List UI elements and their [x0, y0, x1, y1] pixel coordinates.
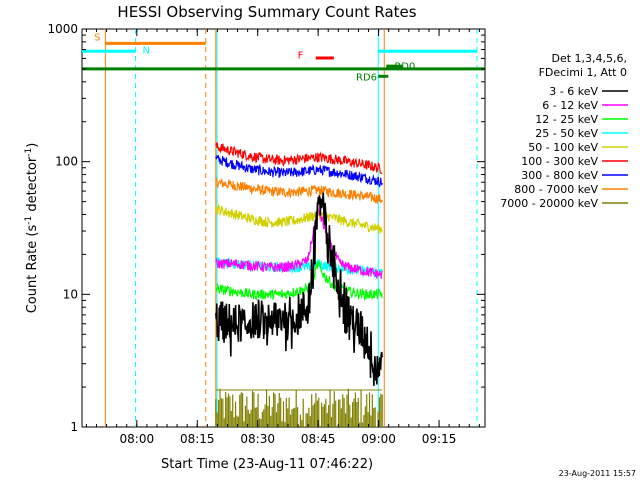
y-tick-label: 1000: [47, 22, 78, 36]
series-line-4: [215, 203, 383, 234]
legend-label-5: 100 - 300 keV: [521, 155, 598, 168]
legend: Det 1,3,4,5,6, FDecimi 1, Att 0 3 - 6 ke…: [500, 52, 628, 210]
marker-label-f: F: [298, 51, 304, 62]
series-line-5: [215, 142, 383, 174]
series-2: [215, 260, 383, 301]
marker-label-n: N: [142, 46, 149, 57]
x-tick-label: 09:00: [361, 432, 396, 446]
series-1: [215, 204, 383, 280]
legend-label-1: 6 - 12 keV: [542, 99, 598, 112]
y-tick-label: 100: [55, 155, 78, 169]
x-tick-label: 09:15: [422, 432, 457, 446]
series-line-0: [215, 192, 383, 386]
x-axis-label: Start Time (23-Aug-11 07:46:22): [161, 457, 373, 472]
series-4: [215, 203, 383, 234]
y-tick-label: 10: [63, 287, 78, 301]
series-0: [215, 192, 383, 386]
x-tick-label: 08:15: [180, 432, 215, 446]
y-axis-ticks: 1 10 100 1000: [47, 22, 485, 434]
legend-label-4: 50 - 100 keV: [528, 141, 598, 154]
vertical-marker-lines: [104, 29, 478, 427]
x-tick-label: 08:30: [240, 432, 275, 446]
series-line-1: [215, 204, 383, 280]
observation-markers: S N F RD0 RD6: [82, 32, 485, 83]
legend-label-0: 3 - 6 keV: [549, 85, 598, 98]
legend-label-6: 300 - 800 keV: [521, 169, 598, 182]
marker-label-rd6: RD6: [356, 72, 377, 83]
series-6: [215, 154, 383, 188]
legend-label-7: 800 - 7000 keV: [514, 183, 598, 196]
marker-label-rd0: RD0: [394, 62, 415, 73]
footer-timestamp: 23-Aug-2011 15:57: [559, 469, 636, 478]
legend-label-8: 7000 - 20000 keV: [500, 197, 598, 210]
series-line-7: [215, 177, 383, 204]
x-axis-ticks: 08:00 08:15 08:30 08:45 09:00 09:15: [85, 29, 480, 446]
marker-label-s: S: [94, 32, 100, 43]
y-axis-label: Count Rate (s-1 detector-1): [24, 143, 40, 314]
legend-label-2: 12 - 25 keV: [535, 113, 598, 126]
legend-header-line2: FDecimi 1, Att 0: [539, 66, 627, 79]
series-line-2: [215, 260, 383, 301]
chart-title: HESSI Observing Summary Count Rates: [117, 3, 416, 21]
series-layer: [215, 142, 383, 427]
legend-header-line1: Det 1,3,4,5,6,: [551, 52, 627, 65]
x-tick-label: 08:00: [120, 432, 155, 446]
y-tick-label: 1: [70, 420, 78, 434]
legend-label-3: 25 - 50 keV: [535, 127, 598, 140]
series-7: [215, 177, 383, 204]
series-5: [215, 142, 383, 174]
series-8: [215, 388, 383, 427]
x-tick-label: 08:45: [301, 432, 336, 446]
series-line-6: [215, 154, 383, 188]
